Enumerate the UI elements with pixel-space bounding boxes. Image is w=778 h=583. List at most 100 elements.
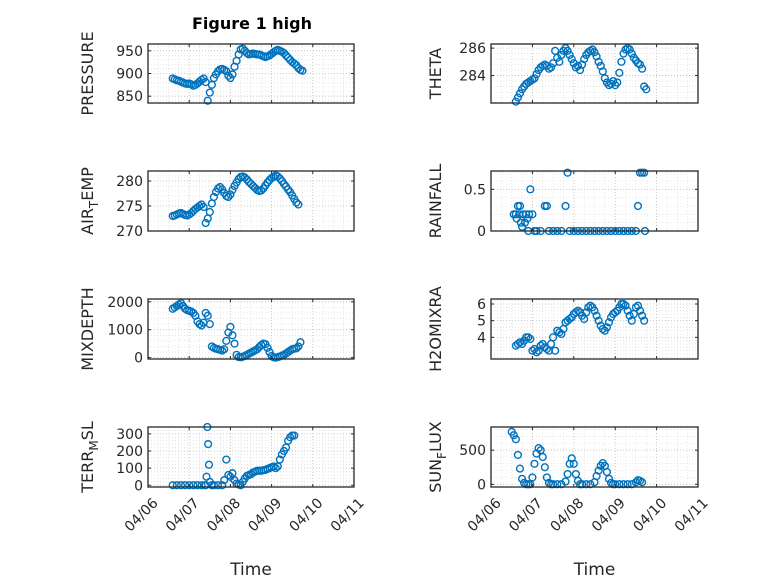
data-point: [642, 85, 651, 94]
data-point: [573, 61, 583, 71]
data-point: [567, 54, 576, 64]
y-axis-label-main: H2OMIXRA: [426, 286, 445, 372]
data-point: [586, 480, 595, 489]
data-point: [220, 345, 229, 354]
data-point: [273, 172, 282, 181]
axes-box: [147, 426, 355, 488]
data-point: [517, 474, 527, 483]
data-point: [594, 466, 603, 475]
data-point: [294, 200, 303, 209]
y-tick-label: 900: [116, 67, 143, 83]
data-point: [201, 218, 210, 228]
data-point: [512, 214, 521, 223]
y-tick-label: 950: [116, 44, 143, 60]
subplot-1: 850 900 950 PRESSURE: [78, 31, 355, 116]
data-point: [513, 450, 523, 460]
y-tick-label: 200: [116, 444, 143, 460]
data-point: [213, 481, 223, 490]
data-point: [185, 481, 194, 490]
data-point: [611, 480, 620, 489]
data-point: [199, 202, 208, 212]
y-axis-label-subscript: F: [435, 452, 449, 459]
data-point: [523, 214, 532, 223]
subplot-6: 456 H2OMIXRA: [426, 286, 699, 372]
data-point: [546, 63, 556, 72]
x-tick-label: 04/06: [122, 495, 162, 535]
data-point: [271, 464, 280, 473]
y-axis-label-subscript: M: [87, 440, 101, 450]
data-point: [530, 459, 539, 468]
data-point: [238, 44, 247, 53]
y-axis-label-subscript: T: [87, 200, 101, 209]
data-point: [511, 97, 520, 106]
y-axis-label: AIRTEMP: [78, 167, 101, 235]
x-axis-label: Time: [229, 560, 272, 580]
data-point: [623, 306, 632, 315]
data-point: [621, 301, 630, 310]
y-axis-label-main: AIR: [78, 208, 97, 235]
y-axis-label: PRESSURE: [78, 31, 97, 115]
data-point: [515, 464, 525, 473]
y-tick-label: 284: [459, 69, 486, 85]
y-tick-label: 1000: [107, 323, 143, 339]
data-point: [582, 308, 591, 317]
data-point: [532, 348, 541, 357]
data-point: [640, 168, 649, 177]
subplot-3: 270 275 280 AIRTEMP: [78, 167, 355, 240]
data-point: [524, 210, 534, 219]
data-point: [600, 74, 609, 83]
data-point: [228, 185, 237, 195]
x-axis-label: Time: [573, 560, 616, 580]
y-tick-label: 280: [116, 174, 143, 190]
data-point: [209, 192, 219, 202]
data-point: [204, 440, 213, 449]
data-point: [257, 186, 266, 195]
axes-box: [147, 298, 355, 360]
data-point: [281, 51, 291, 60]
data-point: [627, 480, 636, 489]
data-point: [619, 49, 628, 58]
x-tick-label: 04/11: [328, 495, 368, 535]
data-point: [265, 347, 274, 357]
data-point: [561, 477, 570, 486]
data-point: [189, 481, 198, 490]
data-point: [625, 311, 634, 320]
data-point: [532, 70, 541, 79]
data-point: [551, 346, 560, 355]
x-tick-label: 04/07: [163, 495, 203, 535]
data-point: [279, 48, 289, 58]
data-point: [226, 322, 235, 332]
data-point: [203, 311, 212, 320]
data-point: [635, 60, 645, 69]
axes-box: [490, 170, 699, 232]
data-point: [519, 210, 528, 219]
data-point: [515, 201, 525, 211]
data-point: [602, 323, 612, 332]
data-point: [577, 480, 587, 489]
data-point: [611, 308, 620, 317]
data-point: [604, 474, 614, 483]
y-axis-label: RAINFALL: [426, 164, 445, 239]
data-point: [638, 311, 647, 320]
y-tick-label: 275: [116, 199, 143, 215]
data-point: [524, 333, 533, 342]
data-point: [509, 431, 518, 440]
data-point: [294, 342, 303, 351]
data-point: [275, 455, 284, 464]
data-point: [573, 306, 583, 315]
data-point: [516, 218, 525, 227]
data-point: [619, 480, 628, 489]
data-point: [511, 435, 520, 444]
y-axis-label-main: PRESSURE: [78, 31, 97, 115]
data-point: [218, 481, 227, 490]
data-point: [613, 78, 622, 87]
data-point: [619, 299, 628, 309]
data-point: [540, 463, 549, 472]
data-point: [625, 45, 634, 54]
data-point: [617, 57, 626, 66]
data-point: [168, 481, 177, 490]
data-point: [222, 67, 231, 76]
x-tick-label: 04/09: [245, 495, 285, 535]
data-point: [640, 316, 649, 325]
